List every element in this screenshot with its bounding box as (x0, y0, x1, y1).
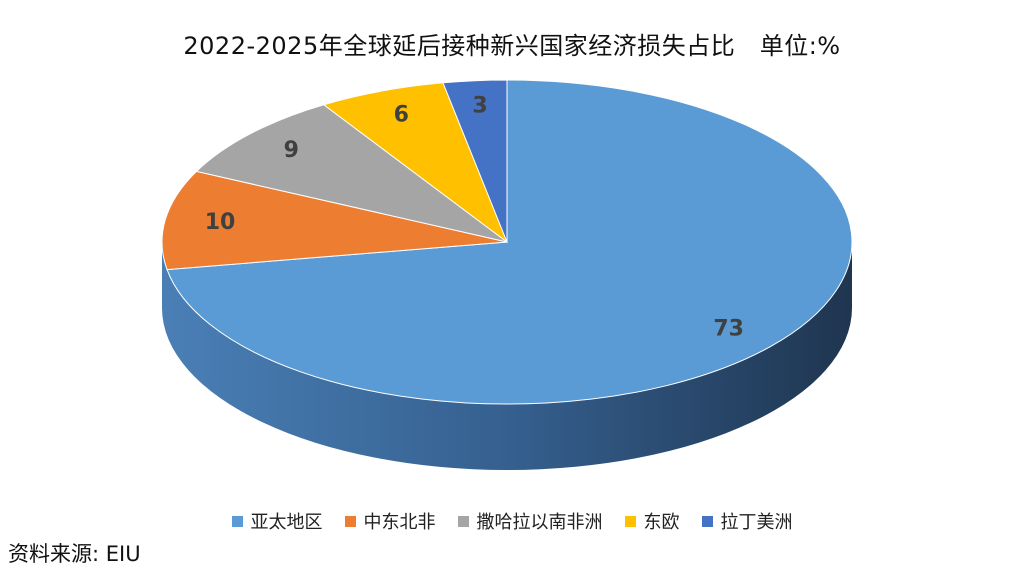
source-note: 资料来源: EIU (8, 542, 141, 566)
pie-slice-5 (442, 79, 508, 243)
legend-swatch (457, 515, 469, 527)
legend-swatch (231, 515, 243, 527)
legend-item-4: 东欧 (624, 508, 680, 534)
legend-item-2: 中东北非 (344, 508, 436, 534)
data-label-4: 6 (394, 102, 409, 127)
chart-title: 2022-2025年全球延后接种新兴国家经济损失占比 单位:% (183, 32, 841, 60)
pie-slice-3 (195, 104, 508, 243)
data-label-2: 10 (205, 210, 236, 235)
pie-slice-2 (161, 170, 508, 271)
legend-swatch (344, 515, 356, 527)
legend-label: 撒哈拉以南非洲 (476, 512, 603, 533)
data-label-3: 9 (284, 138, 299, 163)
legend-swatch (624, 515, 636, 527)
data-label-1: 73 (713, 317, 744, 342)
legend-item-5: 拉丁美洲 (701, 508, 793, 534)
legend-label: 亚太地区 (250, 512, 323, 533)
pie-side-wall (162, 242, 852, 470)
pie-slice-1 (166, 79, 853, 405)
pie-slice-4 (322, 82, 509, 244)
legend-label: 中东北非 (363, 512, 436, 533)
legend-item-3: 撒哈拉以南非洲 (457, 508, 603, 534)
pie-slices (161, 79, 853, 405)
legend-item-1: 亚太地区 (231, 508, 323, 534)
chart-legend: 亚太地区 中东北非 撒哈拉以南非洲 东欧 拉丁美洲 (0, 508, 1024, 534)
pie-3d-side (162, 242, 852, 470)
pie-data-labels: 73 10 9 6 3 (205, 94, 744, 342)
data-label-5: 3 (472, 94, 487, 119)
legend-label: 拉丁美洲 (720, 512, 793, 533)
legend-swatch (701, 515, 713, 527)
legend-label: 东欧 (643, 512, 680, 533)
